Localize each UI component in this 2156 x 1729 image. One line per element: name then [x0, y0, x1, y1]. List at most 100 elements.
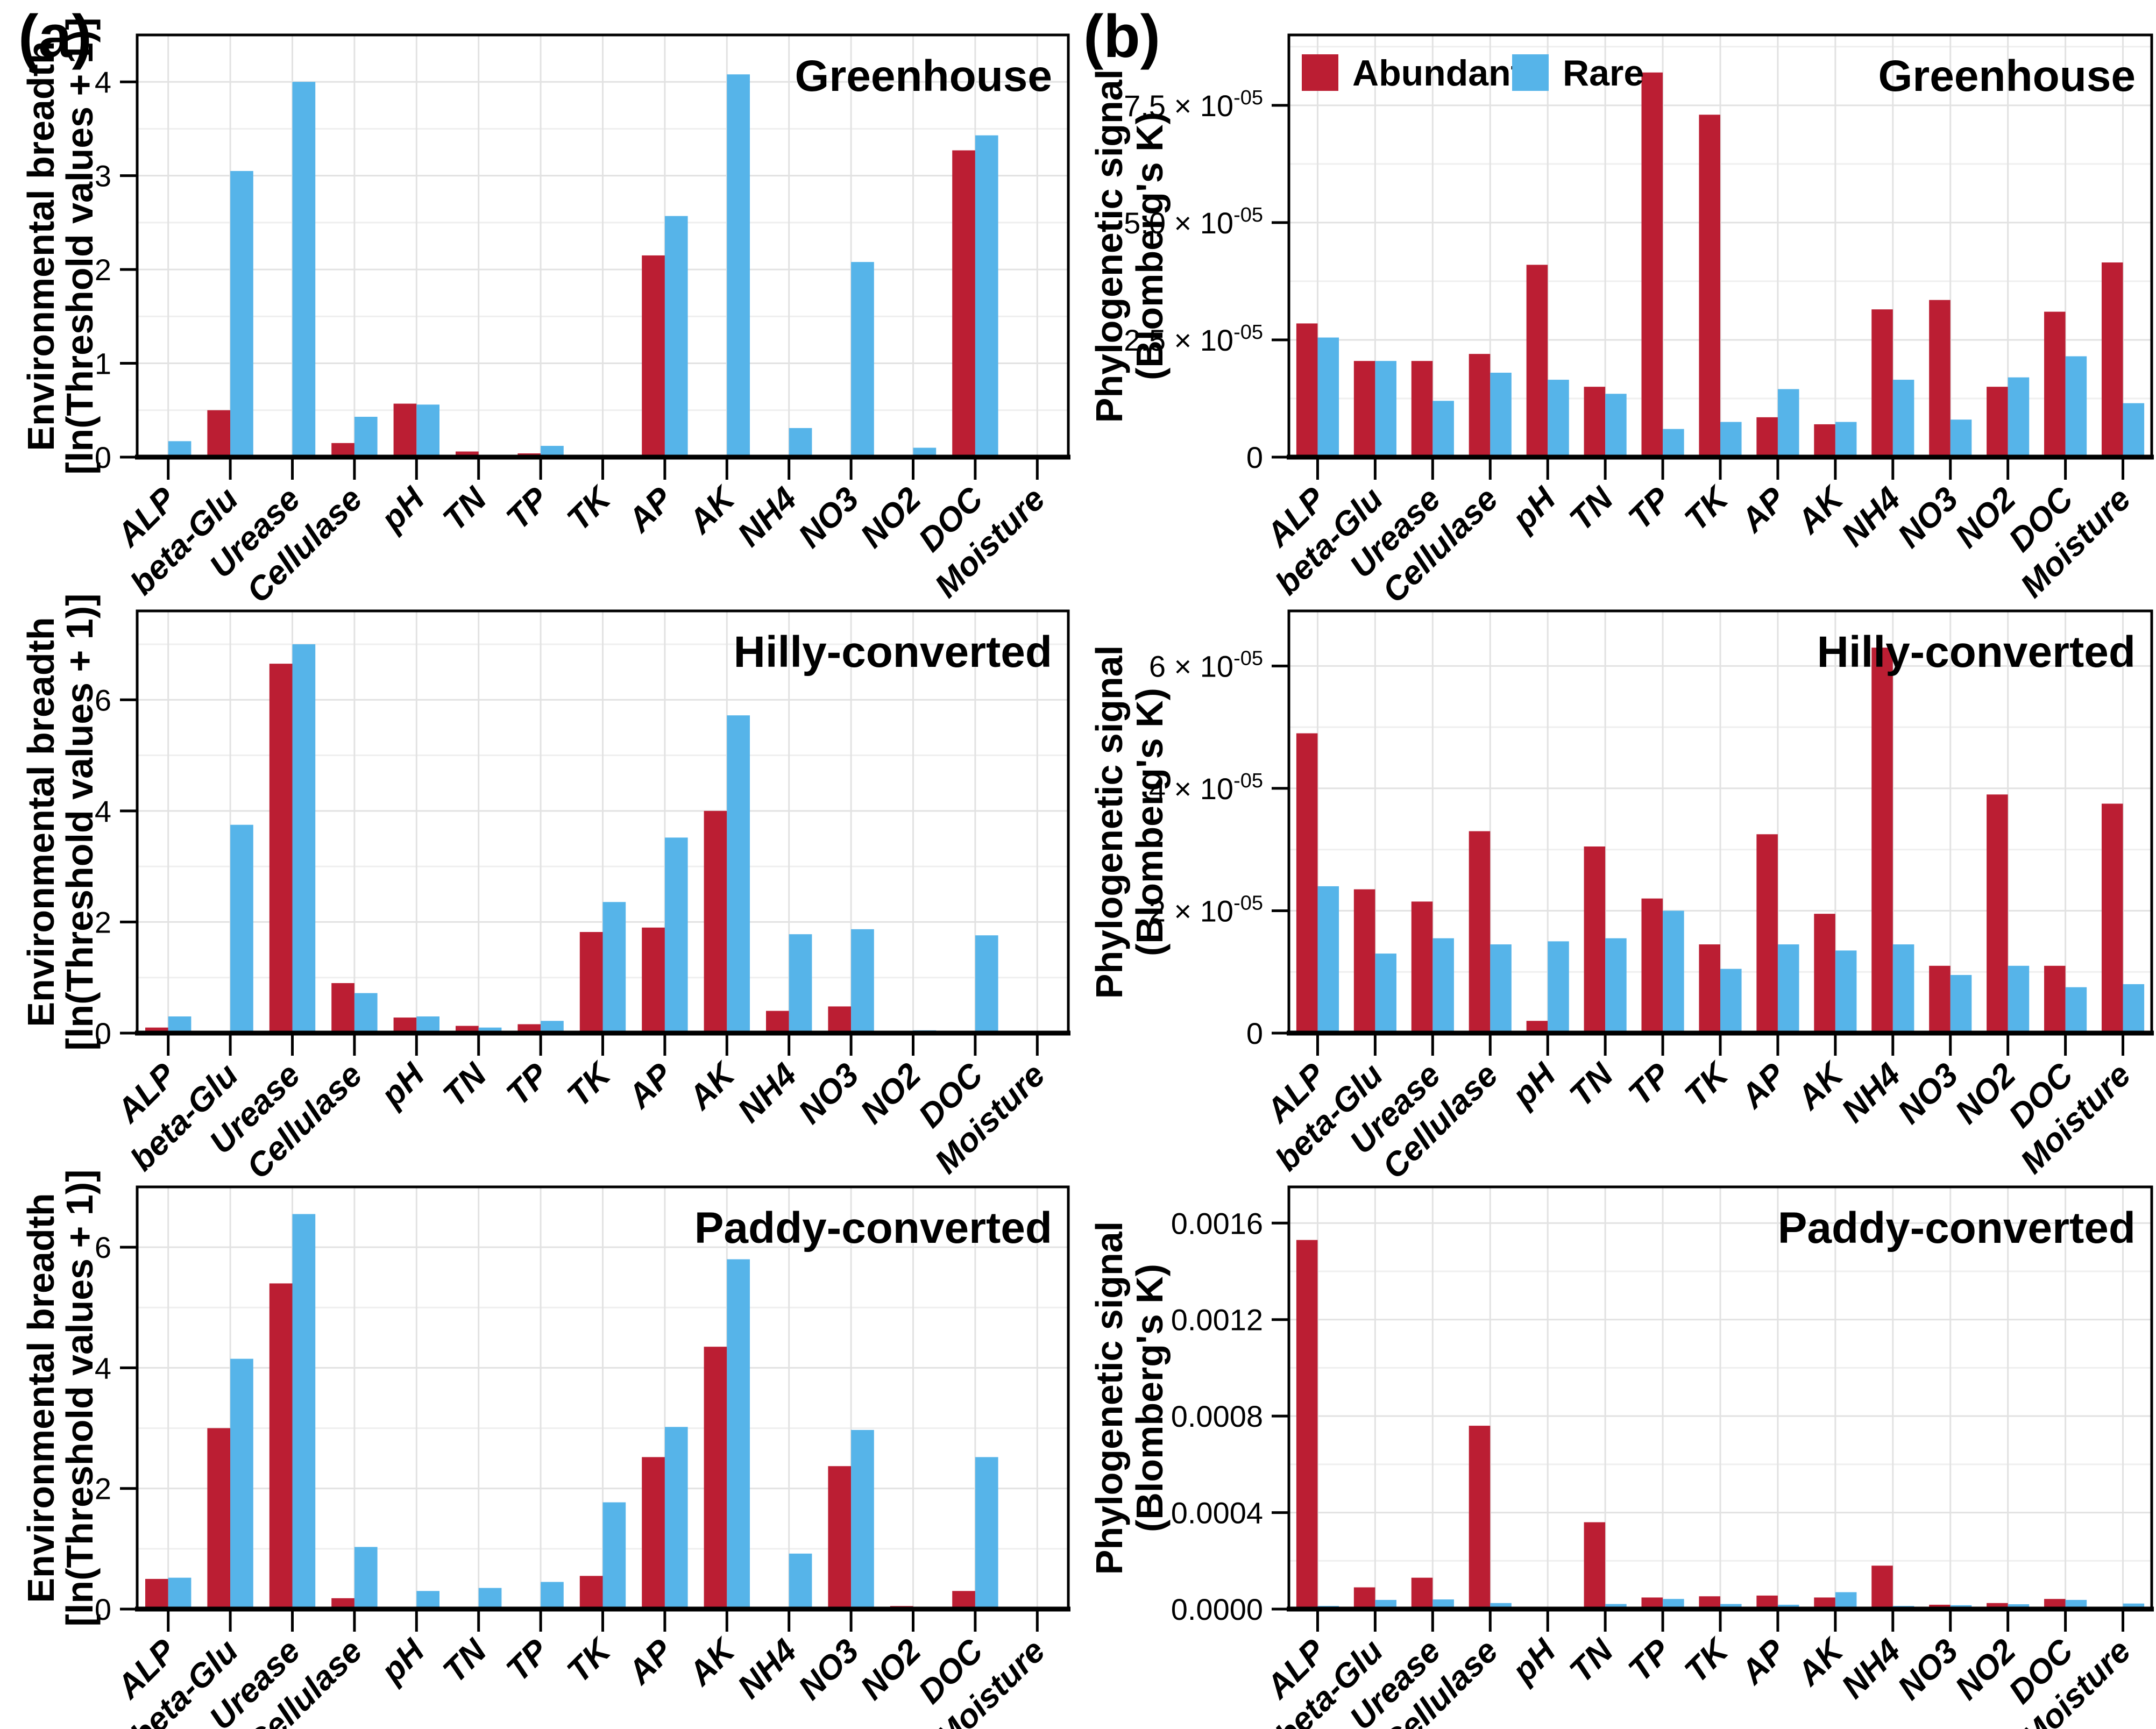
x-tick-label-NO2: NO2 [1948, 480, 2023, 555]
x-tick-label-AP: AP [620, 1056, 680, 1116]
legend-swatch-rare [1512, 54, 1549, 91]
bar-rare-ALP [1317, 337, 1339, 457]
x-tick-label-TN: TN [1563, 480, 1621, 538]
x-tick-label-NH4: NH4 [1834, 1056, 1907, 1129]
bar-rare-AK [727, 715, 750, 1033]
y-axis-title-line1: Phylogenetic signal [1088, 1221, 1130, 1575]
x-tick-label-NO2: NO2 [853, 1632, 928, 1707]
bar-abundant-TK [1699, 944, 1720, 1033]
bar-abundant-beta-Glu [207, 1428, 231, 1609]
bar-abundant-TN [1584, 846, 1606, 1033]
y-tick-label: 1 [95, 347, 111, 381]
x-tick-label-TN: TN [1563, 1056, 1621, 1114]
bar-rare-Moisture [2123, 984, 2145, 1033]
y-tick-label: 2 × 10-05 [1149, 892, 1263, 928]
bar-abundant-TN [456, 451, 479, 457]
bar-rare-TP [1663, 910, 1684, 1033]
y-tick-label: 0.0000 [1171, 1592, 1263, 1626]
bar-rare-TN [1605, 938, 1627, 1033]
x-tick-label-AK: AK [681, 1631, 744, 1694]
bars [1296, 1240, 2145, 1609]
y-axis-title-line1: Environmental breadth [20, 1193, 62, 1603]
bar-abundant-AP [642, 927, 665, 1033]
legend-swatch-abundant [1302, 54, 1338, 91]
bar-rare-Moisture [2123, 403, 2145, 457]
bar-rare-AK [1835, 422, 1857, 457]
cell-env-hilly: 0 2 4 6 ALP beta-Glu Urease Cellulase pH TN TP TK AP… [0, 576, 1078, 1186]
bar-abundant-NH4 [766, 1011, 789, 1033]
bar-rare-NH4 [1892, 944, 1914, 1033]
x-tick-label-AP: AP [620, 1632, 680, 1692]
bar-abundant-TP [1641, 72, 1663, 457]
x-tick-label-TK: TK [1678, 1631, 1737, 1690]
x-tick-label-NH4: NH4 [1834, 480, 1907, 553]
bar-rare-pH [1548, 380, 1569, 457]
y-axis-title-line2: (Blomberg's K) [1129, 1264, 1171, 1532]
x-tick-label-pH: pH [1504, 1632, 1563, 1691]
y-tick-label: 0 [1246, 1016, 1263, 1050]
panel-label-a: (a) [18, 3, 92, 70]
bar-abundant-AP [642, 1457, 665, 1609]
cell-env-paddy: 0 2 4 6 ALP beta-Glu Urease Cellulase pH TN TP TK AP… [0, 1152, 1078, 1729]
x-tick-label-NO2: NO2 [853, 1056, 928, 1131]
panel-label-b: (b) [1083, 3, 1161, 70]
bar-abundant-Moisture [2101, 262, 2123, 457]
x-tick-label-AP: AP [1733, 1632, 1793, 1692]
bar-rare-TK [1720, 422, 1742, 457]
y-tick-label: 0 [95, 1592, 111, 1626]
x-tick-label-TN: TN [436, 1632, 494, 1690]
y-tick-label: 2.5 × 10-05 [1124, 321, 1263, 357]
bar-abundant-Cellulase [1469, 1426, 1491, 1609]
x-tick-label-TK: TK [1678, 479, 1737, 538]
bar-abundant-TK [1699, 115, 1720, 457]
bar-rare-Urease [292, 82, 316, 457]
bar-abundant-DOC [2044, 965, 2066, 1033]
bar-rare-beta-Glu [230, 824, 253, 1033]
x-tick-label-NO3: NO3 [791, 480, 866, 555]
y-tick-label: 4 [95, 1351, 111, 1385]
panel-title: Greenhouse [795, 52, 1052, 101]
bar-rare-ALP [168, 1016, 192, 1033]
bar-rare-TK [602, 902, 626, 1033]
bar-rare-TN [1605, 1604, 1627, 1609]
legend-label-abundant: Abundant [1352, 53, 1523, 94]
x-tick-label-TK: TK [560, 479, 619, 538]
bar-abundant-AP [1756, 417, 1778, 457]
x-tick-label-TP: TP [499, 1056, 556, 1113]
bar-abundant-NO2 [1987, 794, 2008, 1033]
bar-rare-NH4 [1892, 380, 1914, 457]
x-tick-label-NO2: NO2 [1948, 1632, 2023, 1707]
bar-rare-pH [416, 1591, 439, 1609]
bar-rare-DOC [975, 135, 998, 458]
x-tick-label-TN: TN [1563, 1632, 1621, 1690]
bar-rare-Cellulase [1490, 373, 1512, 457]
bar-rare-DOC [2065, 987, 2087, 1033]
bar-rare-AP [664, 1427, 688, 1609]
bar-rare-pH [1548, 941, 1569, 1033]
bar-rare-pH [416, 404, 439, 457]
bar-abundant-TK [1699, 1596, 1720, 1609]
bar-abundant-pH [393, 1018, 417, 1033]
x-tick-label-pH: pH [1504, 1056, 1563, 1115]
bar-abundant-AK [704, 810, 727, 1033]
bar-rare-AP [664, 837, 688, 1033]
bar-rare-NO3 [1950, 419, 1972, 457]
panel-title: Hilly-converted [1817, 628, 2136, 677]
x-tick-label-TP: TP [499, 480, 556, 537]
y-tick-label: 2 [95, 1472, 111, 1506]
y-tick-label: 6 [95, 683, 111, 717]
bar-rare-beta-Glu [230, 1358, 253, 1609]
bar-rare-beta-Glu [1375, 954, 1396, 1033]
x-tick-label-TP: TP [1621, 1632, 1678, 1689]
x-tick-label-TP: TP [499, 1632, 556, 1689]
bar-abundant-TN [1584, 1522, 1606, 1609]
bar-abundant-Urease [1411, 901, 1433, 1033]
x-tick-label-TN: TN [436, 480, 494, 538]
bar-rare-DOC [2065, 356, 2087, 457]
bar-rare-TN [478, 1588, 502, 1609]
x-tick-label-NO2: NO2 [853, 480, 928, 555]
